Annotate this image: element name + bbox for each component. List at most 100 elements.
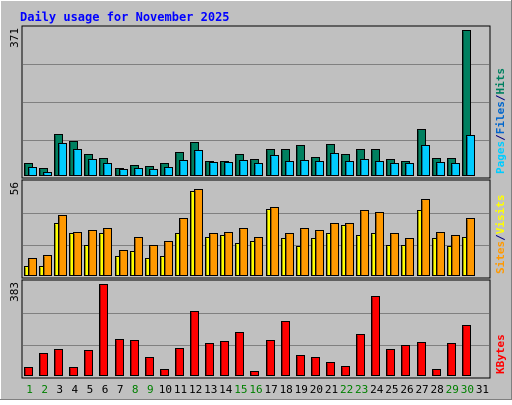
x-tick-label-22: 22 xyxy=(340,383,353,396)
bar-kbytes-day-15 xyxy=(235,332,244,376)
bar-kbytes-day-4 xyxy=(69,367,78,376)
x-tick-label-1: 1 xyxy=(26,383,33,396)
bar-kbytes-day-19 xyxy=(296,355,305,376)
x-tick-label-29: 29 xyxy=(446,383,459,396)
x-tick-label-30: 30 xyxy=(461,383,474,396)
bar-kbytes-day-20 xyxy=(311,357,320,376)
bar-sites-day-6 xyxy=(103,228,112,276)
bar-sites-day-13 xyxy=(209,233,218,276)
x-tick-label-8: 8 xyxy=(132,383,139,396)
bar-files-day-8 xyxy=(134,168,143,176)
bar-files-day-25 xyxy=(390,163,399,176)
bar-sites-day-1 xyxy=(28,258,37,276)
panel-bottom-legend: KBytes xyxy=(494,334,507,374)
bar-files-day-10 xyxy=(164,167,173,176)
bar-files-day-24 xyxy=(375,161,384,176)
legend-visits: Visits xyxy=(494,195,507,235)
x-tick-label-23: 23 xyxy=(355,383,368,396)
bar-sites-day-9 xyxy=(149,245,158,276)
chart-title: Daily usage for November 2025 xyxy=(20,10,230,24)
bar-kbytes-day-28 xyxy=(432,369,441,376)
bar-kbytes-day-14 xyxy=(220,341,229,376)
bar-files-day-30 xyxy=(466,135,475,176)
x-tick-label-24: 24 xyxy=(370,383,384,396)
bar-files-day-22 xyxy=(345,161,354,176)
legend-files: Files xyxy=(494,101,507,134)
bar-sites-day-24 xyxy=(375,212,384,276)
legend-kbytes: KBytes xyxy=(494,334,507,374)
bar-kbytes-day-21 xyxy=(326,362,335,376)
bar-files-day-14 xyxy=(224,162,233,176)
x-tick-label-13: 13 xyxy=(204,383,217,396)
bar-kbytes-day-16 xyxy=(250,371,259,376)
bar-kbytes-day-13 xyxy=(205,343,214,376)
x-tick-label-11: 11 xyxy=(174,383,187,396)
x-tick-label-18: 18 xyxy=(280,383,293,396)
bar-kbytes-day-1 xyxy=(24,367,33,376)
bar-sites-day-23 xyxy=(360,210,369,276)
x-tick-label-2: 2 xyxy=(41,383,48,396)
x-tick-label-27: 27 xyxy=(415,383,428,396)
bar-kbytes-day-29 xyxy=(447,343,456,376)
bar-files-day-12 xyxy=(194,150,203,176)
bar-sites-day-7 xyxy=(119,250,128,276)
panel-top-legend: Pages/Files/Hits xyxy=(494,68,507,174)
panel-bottom: 383 KBytes xyxy=(8,279,507,379)
x-tick-label-10: 10 xyxy=(159,383,172,396)
x-tick-label-19: 19 xyxy=(295,383,308,396)
bar-sites-day-14 xyxy=(224,232,233,276)
bar-sites-day-22 xyxy=(345,223,354,276)
bar-files-day-18 xyxy=(285,161,294,176)
bar-files-day-29 xyxy=(451,163,460,176)
bar-sites-day-16 xyxy=(254,237,263,276)
panel-bottom-ymax-label: 383 xyxy=(8,282,21,302)
x-tick-label-28: 28 xyxy=(431,383,444,396)
bar-sites-day-18 xyxy=(285,233,294,276)
bar-sites-day-5 xyxy=(88,230,97,276)
x-tick-label-7: 7 xyxy=(117,383,124,396)
panel-top: 371 Pages/Files/Hits xyxy=(8,25,507,179)
x-tick-label-3: 3 xyxy=(56,383,63,396)
bar-kbytes-day-6 xyxy=(99,284,108,376)
bar-files-day-19 xyxy=(300,160,309,176)
bar-files-day-3 xyxy=(58,143,67,176)
bar-sites-day-11 xyxy=(179,218,188,276)
bar-kbytes-day-9 xyxy=(145,357,154,376)
legend-sites: Sites xyxy=(494,241,507,274)
bar-sites-day-8 xyxy=(134,237,143,276)
x-tick-label-15: 15 xyxy=(234,383,247,396)
bar-kbytes-day-10 xyxy=(160,369,169,376)
bar-sites-day-15 xyxy=(239,228,248,276)
bar-kbytes-day-3 xyxy=(54,349,63,376)
bar-files-day-20 xyxy=(315,161,324,176)
bar-kbytes-day-17 xyxy=(266,340,275,376)
x-tick-label-5: 5 xyxy=(87,383,94,396)
bar-sites-day-29 xyxy=(451,235,460,276)
x-tick-label-16: 16 xyxy=(249,383,262,396)
bar-files-day-26 xyxy=(405,163,414,176)
bar-files-day-21 xyxy=(330,153,339,176)
x-tick-label-17: 17 xyxy=(264,383,277,396)
bar-kbytes-day-7 xyxy=(115,339,124,376)
legend-separator: / xyxy=(494,94,507,101)
bar-files-day-1 xyxy=(28,167,37,176)
bar-files-day-9 xyxy=(149,169,158,176)
bar-sites-day-17 xyxy=(270,207,279,276)
bar-kbytes-day-2 xyxy=(39,353,48,376)
bar-kbytes-day-5 xyxy=(84,350,93,376)
bar-sites-day-28 xyxy=(436,232,445,276)
bar-files-day-15 xyxy=(239,160,248,176)
bar-files-day-4 xyxy=(73,149,82,176)
chart-panels: 371Pages/Files/Hits56Sites/Visits383KByt… xyxy=(8,25,507,379)
panel-top-ymax-label: 371 xyxy=(8,28,21,48)
bar-files-day-27 xyxy=(421,145,430,176)
bar-sites-day-27 xyxy=(421,199,430,276)
bar-files-day-11 xyxy=(179,160,188,176)
bar-sites-day-20 xyxy=(315,230,324,276)
bar-sites-day-10 xyxy=(164,241,173,276)
bar-kbytes-day-26 xyxy=(401,345,410,376)
bar-sites-day-25 xyxy=(390,233,399,276)
bar-files-day-17 xyxy=(270,155,279,176)
